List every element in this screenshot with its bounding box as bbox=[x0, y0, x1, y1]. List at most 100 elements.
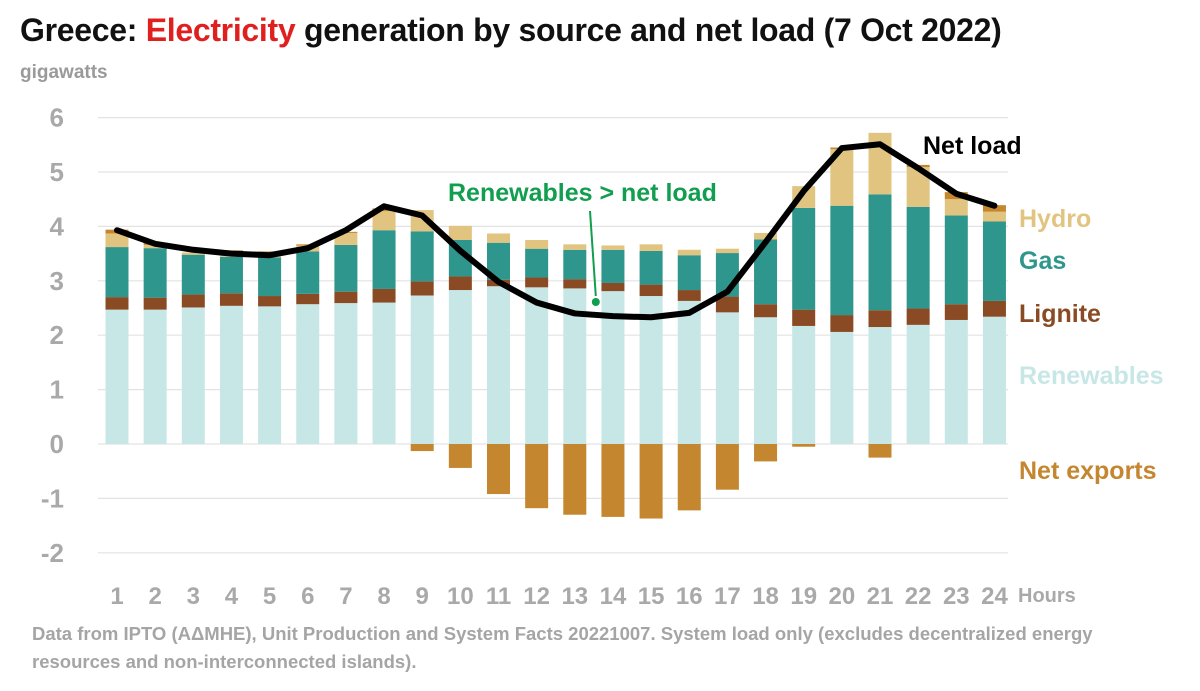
bar-renewables bbox=[754, 317, 778, 444]
bar-lignite bbox=[334, 291, 358, 304]
label-renewables: Renewables bbox=[1019, 362, 1164, 390]
chart-title: Greece: Electricity generation by source… bbox=[20, 12, 1002, 49]
y-tick-label: 3 bbox=[50, 266, 64, 296]
bar-net-exports bbox=[868, 444, 892, 458]
x-tick-label: 19 bbox=[790, 583, 817, 610]
y-tick-label: 6 bbox=[50, 103, 64, 133]
bar-hydro bbox=[372, 211, 396, 231]
bar-net-exports bbox=[563, 444, 587, 515]
bar-gas bbox=[563, 249, 587, 280]
bar-renewables bbox=[258, 306, 282, 444]
bar-lignite bbox=[639, 284, 663, 297]
bar-hydro bbox=[448, 225, 472, 240]
source-note: Data from IPTO (ΑΔΜΗΕ), Unit Production … bbox=[32, 623, 1093, 672]
bar-gas bbox=[219, 256, 243, 294]
bar-gas bbox=[830, 205, 854, 316]
bar-net-exports bbox=[410, 444, 434, 452]
bar-hydro bbox=[525, 240, 549, 249]
bar-lignite bbox=[906, 308, 930, 325]
y-tick-label: 1 bbox=[50, 375, 64, 405]
x-tick-label: 1 bbox=[110, 583, 123, 610]
net-load-line bbox=[114, 141, 998, 321]
bar-renewables bbox=[944, 319, 968, 444]
x-tick-label: 22 bbox=[905, 583, 932, 610]
bar-hydro bbox=[677, 249, 701, 256]
bar-lignite bbox=[944, 304, 968, 320]
x-tick-label: 17 bbox=[714, 583, 741, 610]
x-tick-label: 9 bbox=[416, 583, 429, 610]
bar-renewables bbox=[105, 309, 129, 444]
bar-net-exports bbox=[792, 444, 816, 447]
bar-gas bbox=[410, 231, 434, 282]
bar-renewables bbox=[181, 307, 205, 444]
bar-renewables bbox=[525, 287, 549, 444]
y-tick-label: 0 bbox=[50, 429, 64, 459]
bar-renewables bbox=[410, 295, 434, 444]
label-gas: Gas bbox=[1019, 247, 1066, 275]
y-tick-label: -2 bbox=[41, 538, 64, 568]
label-lignite: Lignite bbox=[1019, 300, 1101, 328]
bar-lignite bbox=[868, 310, 892, 328]
bar-lignite bbox=[792, 309, 816, 326]
label-hydro: Hydro bbox=[1019, 205, 1091, 233]
x-tick-label: 18 bbox=[752, 583, 779, 610]
bar-renewables bbox=[601, 291, 625, 444]
bar-imports bbox=[258, 251, 282, 253]
bar-lignite bbox=[219, 293, 243, 306]
bar-net-exports bbox=[525, 444, 549, 509]
x-tick-label: 23 bbox=[943, 583, 970, 610]
bar-lignite bbox=[258, 296, 282, 307]
bar-renewables bbox=[219, 305, 243, 444]
x-tick-label: 20 bbox=[828, 583, 855, 610]
bar-hydro bbox=[487, 233, 510, 243]
bar-net-exports bbox=[715, 444, 739, 490]
bar-gas bbox=[601, 249, 625, 283]
bar-net-exports bbox=[448, 444, 472, 468]
y-tick-label: -1 bbox=[41, 483, 64, 513]
y-tick-label: 2 bbox=[50, 320, 64, 350]
bar-hydro bbox=[563, 244, 587, 250]
bar-renewables bbox=[868, 327, 892, 444]
bar-net-exports bbox=[677, 444, 701, 511]
bar-lignite bbox=[525, 277, 549, 288]
x-axis-label: Hours bbox=[1018, 585, 1076, 607]
bar-gas bbox=[372, 230, 396, 289]
bar-hydro bbox=[639, 244, 663, 251]
bar-gas bbox=[105, 247, 129, 298]
bar-gas bbox=[487, 242, 510, 280]
bar-renewables bbox=[906, 324, 930, 444]
bar-lignite bbox=[410, 281, 434, 296]
bar-net-exports bbox=[601, 444, 625, 517]
bar-net-exports bbox=[487, 444, 510, 495]
x-tick-label: 21 bbox=[867, 583, 894, 610]
bar-hydro bbox=[181, 252, 205, 255]
y-unit-label: gigawatts bbox=[20, 62, 108, 83]
bar-gas bbox=[258, 257, 282, 297]
bar-hydro bbox=[830, 149, 854, 206]
bar-renewables bbox=[982, 316, 1006, 444]
x-tick-label: 24 bbox=[981, 583, 1008, 610]
title-suffix: generation by source and net load (7 Oct… bbox=[295, 12, 1002, 48]
x-tick-label: 7 bbox=[339, 583, 352, 610]
bar-renewables bbox=[143, 309, 167, 444]
bar-gas bbox=[334, 244, 358, 292]
bar-hydro bbox=[754, 232, 778, 240]
bar-renewables bbox=[296, 304, 320, 444]
y-tick-label: 5 bbox=[50, 157, 64, 187]
bar-net-exports bbox=[639, 444, 663, 519]
bar-gas bbox=[792, 207, 816, 310]
annotation-leader bbox=[589, 210, 597, 297]
bar-lignite bbox=[677, 290, 701, 301]
bar-gas bbox=[982, 221, 1006, 301]
x-tick-label: 15 bbox=[638, 583, 665, 610]
x-tick-label: 5 bbox=[263, 583, 276, 610]
label-net-exports: Net exports bbox=[1019, 457, 1157, 485]
bar-hydro bbox=[715, 248, 739, 254]
bar-renewables bbox=[448, 290, 472, 444]
x-tick-label: 3 bbox=[187, 583, 200, 610]
bar-lignite bbox=[830, 315, 854, 332]
x-tick-label: 16 bbox=[676, 583, 703, 610]
bar-renewables bbox=[563, 288, 587, 444]
bar-gas bbox=[296, 251, 320, 294]
bar-gas bbox=[525, 248, 549, 278]
